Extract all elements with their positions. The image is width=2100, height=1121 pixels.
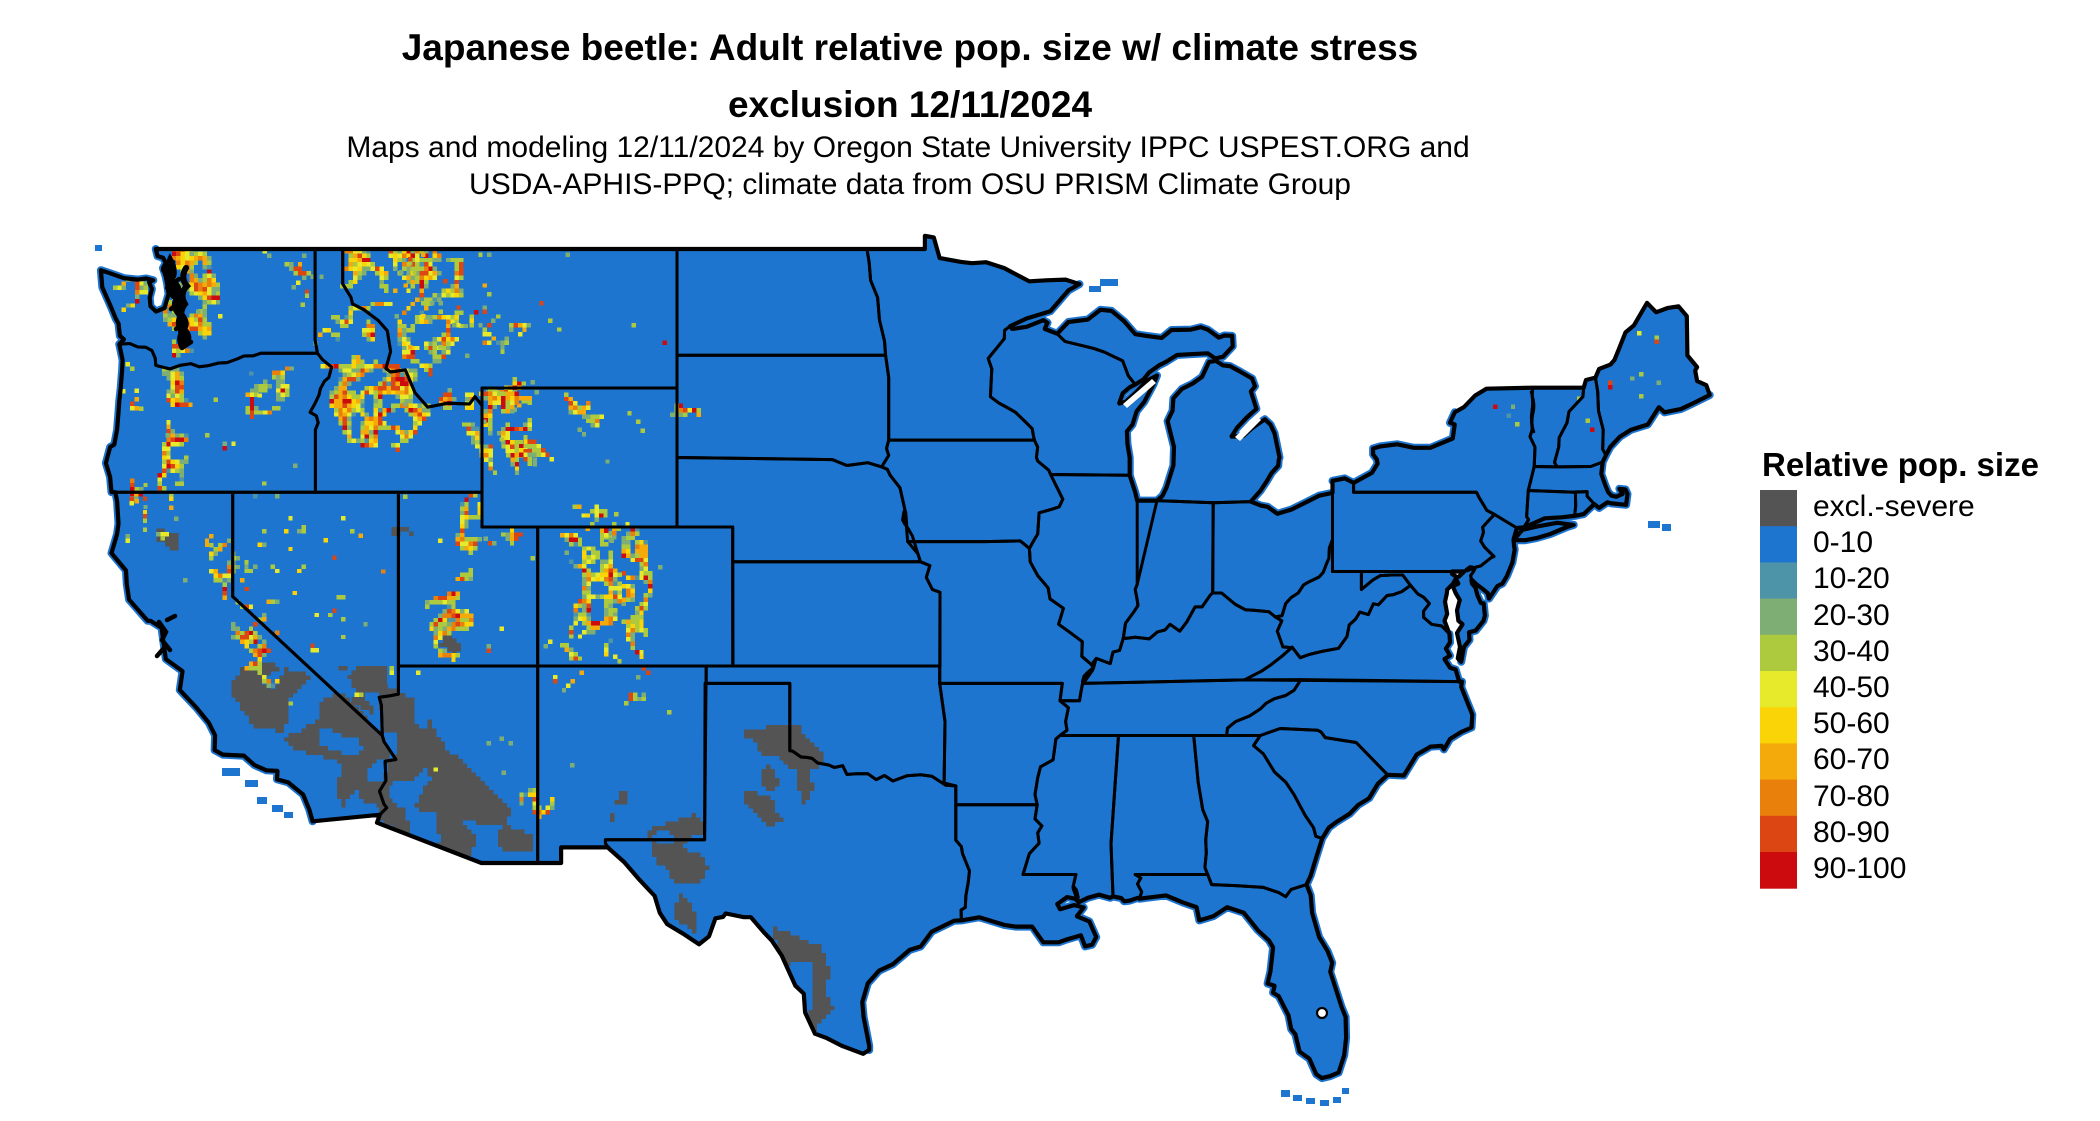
svg-text:40-50: 40-50 — [1813, 671, 1890, 704]
svg-text:excl.-severe: excl.-severe — [1813, 490, 1975, 523]
svg-text:20-30: 20-30 — [1813, 599, 1890, 632]
svg-text:0-10: 0-10 — [1813, 526, 1873, 559]
svg-text:80-90: 80-90 — [1813, 816, 1890, 849]
svg-text:Japanese beetle: Adult relativ: Japanese beetle: Adult relative pop. siz… — [402, 27, 1419, 68]
svg-text:30-40: 30-40 — [1813, 635, 1890, 668]
svg-text:60-70: 60-70 — [1813, 743, 1890, 776]
svg-text:USDA-APHIS-PPQ; climate data f: USDA-APHIS-PPQ; climate data from OSU PR… — [469, 168, 1351, 201]
svg-text:exclusion 12/11/2024: exclusion 12/11/2024 — [728, 84, 1093, 125]
svg-text:70-80: 70-80 — [1813, 780, 1890, 813]
svg-text:Maps and modeling 12/11/2024 b: Maps and modeling 12/11/2024 by Oregon S… — [346, 131, 1469, 164]
svg-text:50-60: 50-60 — [1813, 707, 1890, 740]
svg-text:90-100: 90-100 — [1813, 852, 1906, 885]
svg-text:Relative pop. size: Relative pop. size — [1762, 446, 2039, 483]
svg-text:10-20: 10-20 — [1813, 562, 1890, 595]
